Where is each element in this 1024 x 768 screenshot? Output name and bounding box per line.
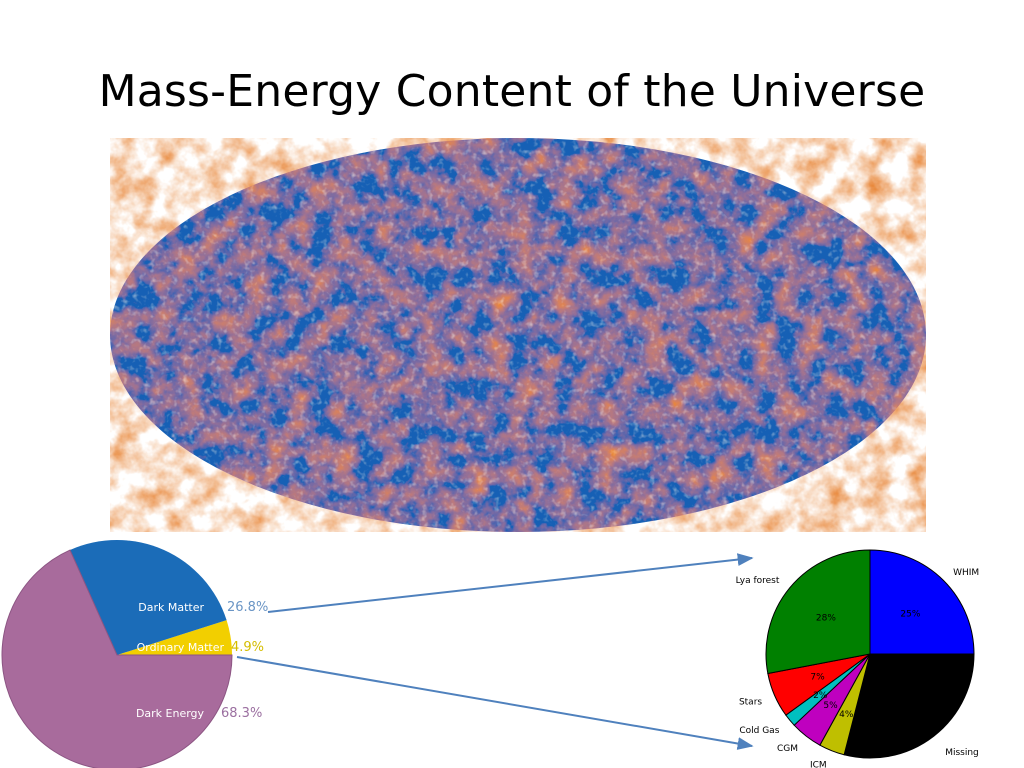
universe-composition-pie: [1, 540, 233, 768]
baryon-census-pie: [765, 549, 975, 759]
arrow-top: [267, 553, 754, 613]
cmb-sky-map: [110, 138, 926, 532]
slice-name-ordinary-matter: Ordinary Matter: [137, 641, 225, 654]
category-label-icm: ICM: [810, 760, 827, 768]
pie-slice-dark-energy: [1, 549, 233, 768]
slice-name-dark-energy: Dark Energy: [136, 707, 205, 720]
slice-percent-dark-energy: 68.3%: [221, 706, 262, 721]
pie-slice-dark-matter: [70, 540, 227, 655]
category-label-whim: WHIM: [953, 568, 979, 578]
slide-title: Mass-Energy Content of the Universe: [98, 66, 926, 117]
slice-name-dark-matter: Dark Matter: [138, 601, 204, 614]
category-label-lya-forest: Lya forest: [736, 576, 780, 586]
slice-percent-cgm: 5%: [823, 701, 838, 711]
zoom-arrows: [236, 553, 754, 750]
slice-percent-icm: 4%: [839, 710, 854, 720]
slice-percent-cold-gas: 2%: [813, 691, 828, 701]
arrow-bottom: [236, 656, 754, 750]
category-label-cold-gas: Cold Gas: [739, 726, 779, 736]
baryon-census-labels: 25% 4%5%2% 7% 28% WHIM Missing ICM CGM Cold Gas S…: [736, 568, 980, 768]
category-label-stars: Stars: [739, 698, 762, 708]
pie-slice-whim: [869, 549, 975, 655]
pie-slice-missing: [843, 653, 975, 759]
slice-percent-stars: 7%: [810, 673, 825, 683]
pie-slice-lya-forest: [765, 549, 871, 675]
slice-percent-whim: 25%: [900, 610, 920, 620]
category-label-cgm: CGM: [777, 744, 798, 754]
slice-percent-lya-forest: 28%: [816, 614, 836, 624]
slice-percent-dark-matter: 26.8%: [227, 600, 268, 615]
slice-percent-ordinary-matter: 4.9%: [231, 640, 264, 655]
pie-slice-ordinary-matter: [117, 620, 232, 655]
category-label-missing: Missing: [945, 748, 979, 758]
universe-composition-labels: Dark Energy 68.3% Dark Matter 26.8% Ordinary…: [136, 600, 268, 721]
